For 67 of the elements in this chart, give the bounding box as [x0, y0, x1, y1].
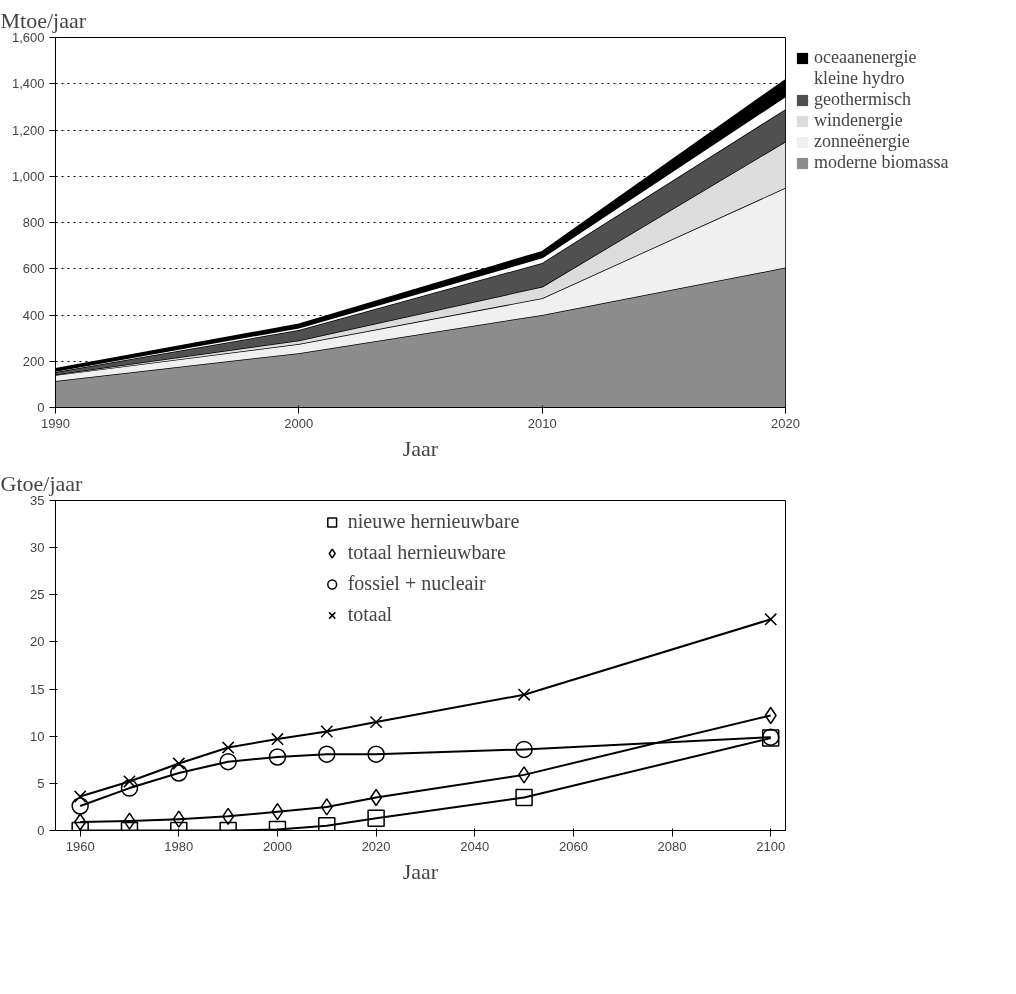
y-tick-label: 200 [22, 353, 45, 369]
x-tick-label: 2010 [527, 415, 557, 431]
legend-label: geothermisch [814, 89, 911, 110]
y-tick-label: 5 [37, 775, 45, 791]
x-tick-label: 2020 [361, 838, 391, 854]
y-tick-label: 1,400 [11, 76, 45, 92]
y-tick-label: 35 [30, 493, 45, 508]
x-tick-label: 1990 [41, 415, 70, 431]
y-axis-title: Gtoe/jaar [0, 470, 84, 496]
y-tick-label: 800 [22, 215, 45, 230]
x-axis-title: Jaar [402, 435, 439, 461]
point [221, 741, 235, 754]
y-tick-label: 0 [37, 823, 45, 838]
x-tick-label: 2100 [756, 838, 786, 854]
y-tick-label: 1,200 [11, 122, 45, 138]
y-tick-label: 30 [30, 540, 45, 556]
x-tick-label: 2000 [263, 838, 292, 854]
y-tick-label: 10 [30, 728, 45, 744]
point [219, 752, 237, 771]
x-axis-title: Jaar [402, 858, 439, 884]
point [515, 740, 533, 759]
point [172, 757, 186, 770]
point [517, 688, 531, 702]
point [369, 715, 383, 729]
legend-label: zonneënergie [814, 131, 910, 152]
x-tick-label: 1980 [164, 838, 194, 854]
point [73, 790, 87, 803]
legend-label: totaal hernieuwbare [347, 541, 506, 564]
x-tick-label: 2060 [558, 838, 588, 854]
point [367, 809, 385, 827]
y-tick-label: 400 [22, 307, 45, 323]
point [518, 766, 531, 784]
point [120, 779, 139, 797]
point [71, 797, 89, 815]
y-tick-label: 600 [22, 261, 45, 277]
point [268, 748, 287, 766]
point [318, 817, 336, 831]
x-tick-label: 2020 [771, 415, 800, 431]
legend-label: windenergie [814, 110, 903, 131]
point [764, 612, 778, 626]
y-axis-title: Mtoe/jaar [0, 7, 87, 33]
y-tick-label: 1,600 [11, 30, 45, 45]
y-tick-label: 1,000 [11, 168, 45, 184]
y-tick-label: 15 [30, 681, 45, 697]
y-tick-label: 0 [37, 400, 45, 415]
point [170, 764, 188, 782]
point [123, 812, 136, 830]
x-tick-label: 2000 [284, 415, 314, 431]
legend-label: nieuwe hernieuwbare [347, 510, 520, 533]
y-tick-label: 25 [30, 587, 45, 603]
legend-label: totaal [347, 603, 393, 626]
point [367, 745, 385, 763]
y-tick-label: 20 [30, 634, 45, 650]
legend-label: oceaanenergie [814, 47, 917, 68]
point [515, 788, 533, 807]
point [318, 745, 336, 763]
point [320, 725, 334, 738]
series-label: kleine hydro [814, 68, 905, 89]
point [320, 798, 333, 816]
x-tick-label: 1960 [65, 838, 95, 854]
legend-label: moderne biomassa [814, 152, 949, 173]
point [74, 813, 87, 831]
point [172, 810, 185, 828]
x-tick-label: 2040 [460, 838, 490, 854]
legend-label: fossiel + nucleair [347, 572, 486, 595]
point [271, 732, 284, 746]
x-tick-label: 2080 [657, 838, 687, 854]
